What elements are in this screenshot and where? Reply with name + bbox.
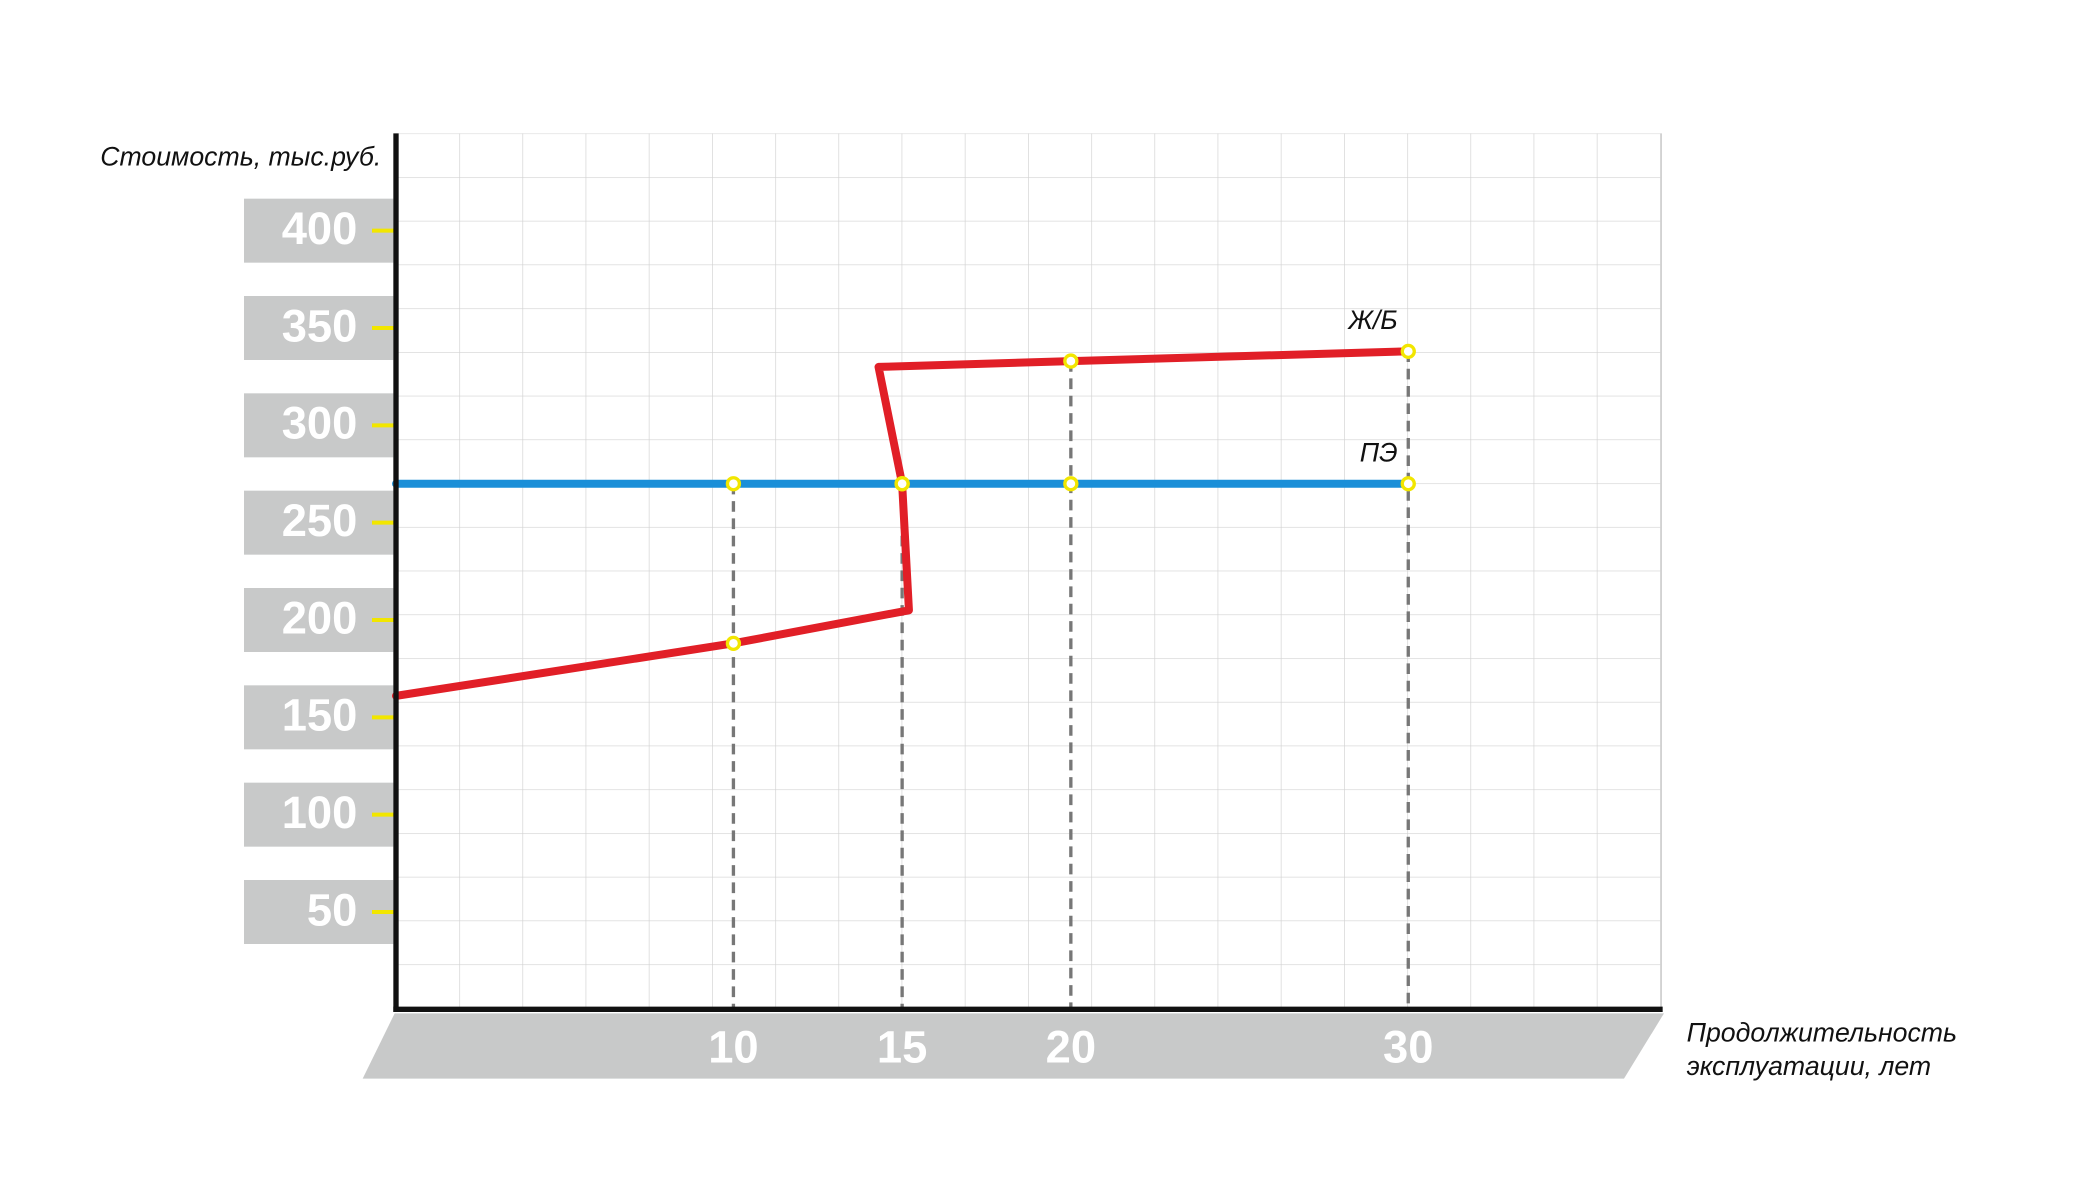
point-marker (725, 476, 742, 492)
y-tick-box (244, 296, 394, 360)
y-tick-box (244, 880, 394, 944)
x-tick-label: 15 (877, 1022, 927, 1073)
x-tick-label: 20 (1046, 1022, 1096, 1073)
y-tick-box (244, 588, 394, 652)
point-marker (1400, 343, 1416, 360)
point-marker (1400, 476, 1416, 492)
y-tick-label: 50 (307, 884, 357, 935)
point-marker (1063, 353, 1079, 369)
x-tick-label: 10 (708, 1022, 758, 1073)
y-tick-label: 250 (282, 495, 358, 546)
point-marker (1063, 476, 1079, 492)
series-label: ПЭ (1360, 437, 1398, 467)
grid (396, 133, 1662, 1010)
x-label-band (362, 1013, 1665, 1079)
y-tick-label: 300 (282, 398, 358, 449)
y-tick-box (244, 685, 394, 750)
y-tick-box (244, 490, 394, 555)
series-label: Ж/Б (1346, 305, 1397, 335)
y-tick-box (244, 198, 394, 263)
y-tick-label: 200 (282, 592, 358, 643)
y-tick-label: 400 (282, 203, 358, 254)
y-tick-label: 100 (282, 787, 358, 838)
x-axis-title: эксплуатации, лет (1687, 1051, 1931, 1081)
y-tick-box (244, 393, 394, 458)
y-axis-title: Стоимость, тыс.руб. (100, 142, 381, 172)
x-tick-label: 30 (1383, 1022, 1433, 1073)
point-marker (725, 635, 742, 652)
point-marker (894, 476, 910, 492)
y-tick-box (244, 782, 394, 847)
y-tick-label: 150 (282, 690, 358, 741)
x-axis-title: Продолжительность (1687, 1018, 1957, 1048)
y-tick-label: 350 (282, 300, 358, 351)
